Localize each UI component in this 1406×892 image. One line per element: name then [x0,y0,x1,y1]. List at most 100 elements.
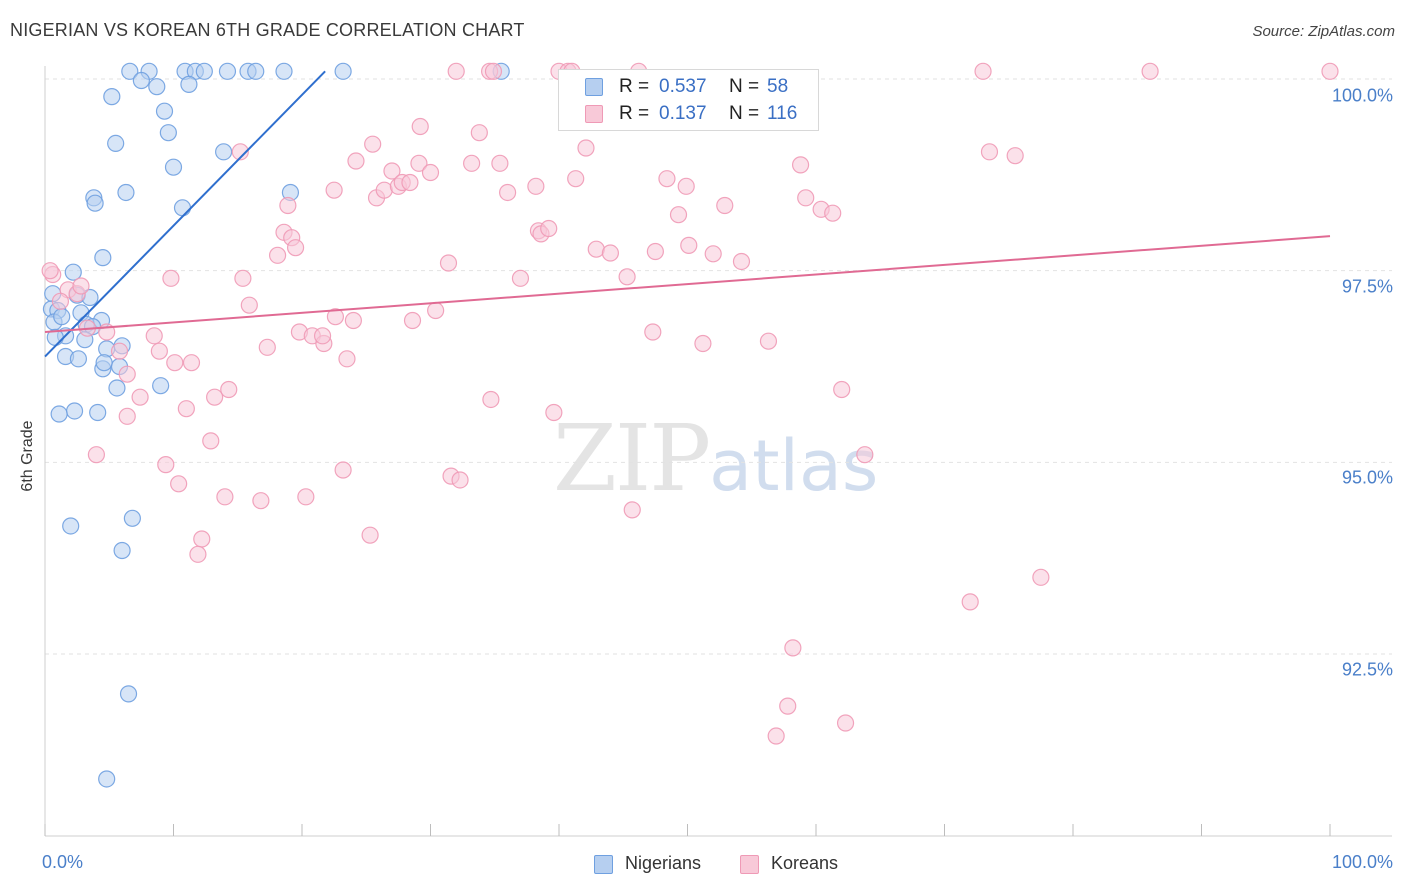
zipatlas-watermark: ZIPatlas [553,405,878,512]
r-value: 0.137 [659,103,707,124]
koreans-point [286,239,305,257]
koreans-point [439,254,458,272]
koreans-point [162,269,180,287]
koreans-point [644,323,662,341]
koreans-point [252,492,270,510]
koreans-point [279,196,297,215]
koreans-point [527,177,545,195]
nigerians-point [50,405,68,423]
koreans-point [974,62,992,80]
koreans-point [980,143,999,161]
r-label: R = [619,103,650,124]
koreans-point [623,501,641,519]
nigerians-point [334,62,352,80]
koreans-point [540,219,558,238]
koreans-point [1032,568,1050,586]
koreans-point [41,262,59,280]
koreans-point [601,244,620,262]
koreans-point [364,135,382,153]
chart-source: Source: ZipAtlas.com [1252,23,1395,40]
legend-item-nigerians: Nigerians [594,853,724,877]
koreans-point [297,488,315,506]
koreans-point [326,308,345,326]
koreans-point [421,163,440,182]
koreans-point [1321,62,1339,80]
koreans-point [680,236,698,254]
koreans-point [499,183,517,202]
n-label: N = [729,76,760,97]
koreans-point [87,446,106,464]
koreans-point [145,327,163,345]
koreans-point [587,240,605,258]
koreans-point [658,170,676,188]
nigerians-point [64,263,82,281]
koreans-point [268,246,287,264]
nigerians-point [218,62,237,80]
stats-box: R = 0.537 N = 58 R = 0.137 N = 116 [558,69,819,131]
koreans-point [797,189,815,207]
x-tick-label-max: 100.0% [1331,852,1393,872]
r-value: 0.537 [659,76,707,97]
koreans-point [206,388,224,406]
nigerians-point [98,770,116,788]
legend-label-koreans: Koreans [771,853,839,873]
koreans-point [427,301,445,320]
koreans-point [791,156,810,174]
y-tick-label-97-5: 97.5% [1341,276,1393,297]
koreans-point [347,152,365,170]
koreans-point [833,380,851,399]
nigerians-point [164,158,183,176]
koreans-point [567,170,585,188]
nigerians-trend-line [44,70,326,358]
nigerians-point [86,194,104,212]
koreans-point [470,124,488,142]
nigerians-point [113,541,131,560]
koreans-point [157,456,175,474]
koreans-point [856,446,874,464]
chart-title: NIGERIAN VS KOREAN 6TH GRADE CORRELATION… [10,20,525,40]
koreans-point [240,296,258,314]
koreans-point [677,177,695,195]
koreans-point [344,311,362,330]
nigerians-point [173,199,192,217]
legend-swatch-koreans [740,855,759,874]
legend-label-nigerians: Nigerians [625,853,702,873]
nigerians-point [107,134,125,152]
koreans-point [759,332,778,350]
koreans-point [704,245,722,263]
koreans-point [694,334,712,353]
y-tick-label-92-5: 92.5% [1341,659,1393,680]
nigerians-point [119,685,138,703]
stats-row-nigerians: R = 0.537 N = 58 [559,74,818,100]
y-tick-label-95-0: 95.0% [1341,467,1393,488]
nigerians-point [94,249,112,267]
nigerians-point [95,354,113,372]
koreans-point [1006,147,1024,165]
koreans-point [411,117,429,136]
koreans-point [511,269,530,287]
nigerians-point [247,62,265,80]
koreans-trend-line [44,235,1331,333]
koreans-point [258,338,276,356]
watermark-sub: atlas [709,425,879,507]
nigerians-point [180,75,198,93]
koreans-point [383,162,401,180]
stats-row-koreans: R = 0.137 N = 116 [559,101,818,127]
koreans-point [779,697,797,715]
nigerians-point [215,143,233,161]
koreans-point [836,714,855,732]
koreans-point [767,727,785,745]
r-label: R = [619,76,650,97]
koreans-point [202,432,220,450]
n-label: N = [729,103,760,124]
nigerians-point [152,377,170,395]
nigerians-point [132,71,150,90]
koreans-point [72,277,90,295]
nigerians-point [53,308,71,326]
n-value: 58 [767,76,789,97]
nigerians-swatch [585,78,603,96]
koreans-point [401,173,419,192]
koreans-point [338,350,356,368]
legend-item-koreans: Koreans [740,853,860,877]
